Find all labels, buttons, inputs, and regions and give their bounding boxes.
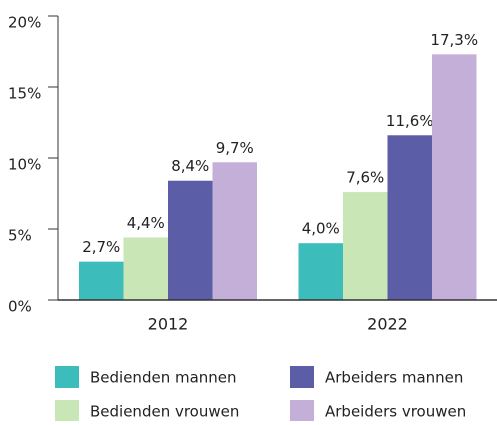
bar (387, 135, 432, 300)
y-tick-label: 20% (8, 14, 41, 32)
y-tick-label: 5% (8, 227, 32, 245)
legend-label: Arbeiders vrouwen (325, 403, 466, 421)
value-label: 4,4% (127, 214, 165, 232)
bar (212, 162, 257, 300)
bar (79, 261, 124, 300)
legend-swatch (55, 400, 79, 422)
bar (298, 243, 343, 300)
bar (168, 180, 213, 300)
value-label: 11,6% (386, 112, 434, 130)
x-tick-label: 2022 (367, 315, 408, 334)
value-label: 8,4% (171, 157, 209, 175)
legend-label: Bedienden mannen (90, 369, 237, 387)
bar (123, 237, 168, 300)
legend-swatch (55, 366, 79, 388)
bar (432, 54, 477, 301)
legend-swatch (290, 400, 314, 422)
legend-label: Arbeiders mannen (325, 369, 463, 387)
value-label: 9,7% (216, 139, 254, 157)
x-tick-label: 2012 (148, 315, 189, 334)
value-label: 4,0% (302, 220, 340, 238)
legend-label: Bedienden vrouwen (90, 403, 239, 421)
value-label: 17,3% (430, 31, 478, 49)
legend-swatch (290, 366, 314, 388)
bar (343, 192, 388, 300)
y-tick-label: 0% (8, 298, 32, 316)
value-label: 2,7% (82, 238, 120, 256)
y-tick-label: 10% (8, 156, 41, 174)
value-label: 7,6% (346, 169, 384, 187)
y-tick-label: 15% (8, 85, 41, 103)
